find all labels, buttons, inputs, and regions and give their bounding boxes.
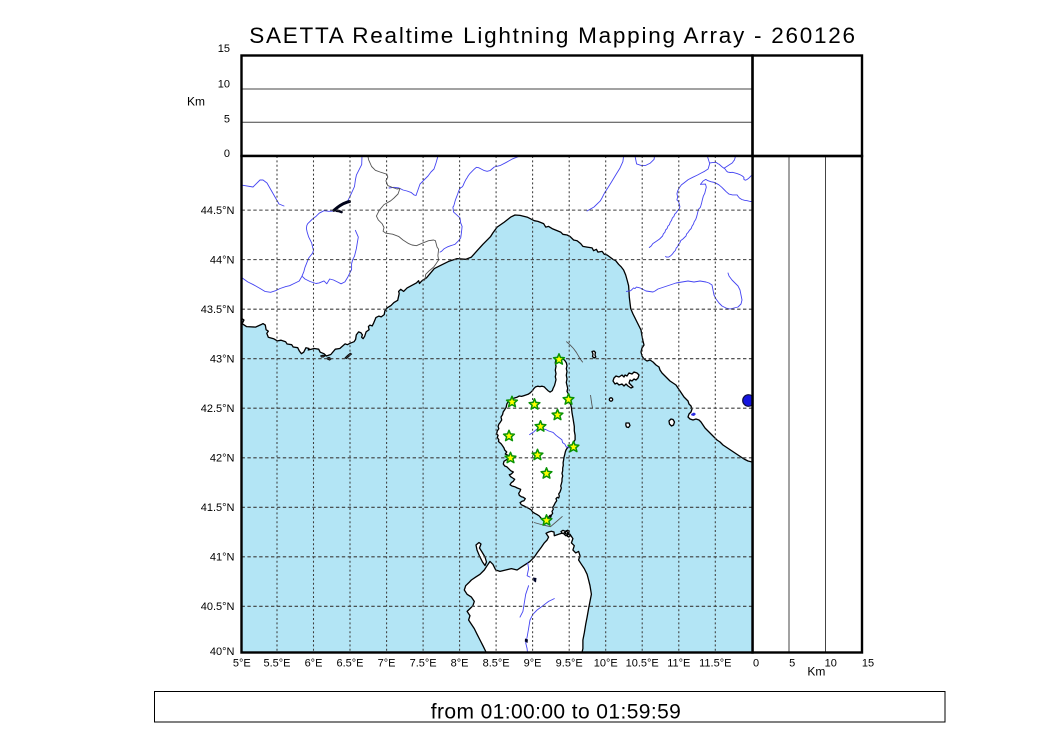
svg-text:5°E: 5°E	[233, 658, 251, 670]
svg-text:15: 15	[862, 658, 874, 670]
svg-text:7°E: 7°E	[378, 658, 396, 670]
svg-text:41°N: 41°N	[210, 552, 235, 564]
svg-text:10°E: 10°E	[594, 658, 618, 670]
svg-text:43°N: 43°N	[210, 354, 235, 366]
svg-text:Km: Km	[807, 665, 825, 679]
svg-text:from 01:00:00 to 01:59:59: from 01:00:00 to 01:59:59	[431, 701, 682, 724]
svg-text:0: 0	[224, 148, 230, 160]
svg-text:6.5°E: 6.5°E	[336, 658, 363, 670]
svg-text:40°N: 40°N	[210, 646, 235, 658]
svg-text:9°E: 9°E	[524, 658, 542, 670]
svg-text:8.5°E: 8.5°E	[483, 658, 510, 670]
svg-text:42°N: 42°N	[210, 453, 235, 465]
svg-text:42.5°N: 42.5°N	[201, 403, 235, 415]
svg-text:10.5°E: 10.5°E	[626, 658, 659, 670]
svg-text:8°E: 8°E	[451, 658, 469, 670]
svg-text:10: 10	[825, 658, 837, 670]
svg-text:5.5°E: 5.5°E	[263, 658, 290, 670]
svg-text:5: 5	[224, 113, 230, 125]
svg-text:11°E: 11°E	[667, 658, 690, 670]
svg-text:6°E: 6°E	[305, 658, 323, 670]
svg-text:Km: Km	[187, 95, 205, 109]
svg-text:10: 10	[218, 79, 230, 91]
svg-text:41.5°N: 41.5°N	[201, 502, 235, 514]
svg-text:43.5°N: 43.5°N	[201, 304, 235, 316]
svg-text:40.5°N: 40.5°N	[201, 601, 235, 613]
svg-text:SAETTA Realtime Lightning Mapp: SAETTA Realtime Lightning Mapping Array …	[249, 23, 857, 48]
svg-text:0: 0	[753, 658, 759, 670]
svg-text:9.5°E: 9.5°E	[556, 658, 583, 670]
svg-text:7.5°E: 7.5°E	[410, 658, 437, 670]
svg-text:44.5°N: 44.5°N	[201, 205, 235, 217]
svg-text:5: 5	[789, 658, 795, 670]
svg-text:15: 15	[218, 43, 230, 55]
svg-text:11.5°E: 11.5°E	[699, 658, 731, 670]
svg-text:44°N: 44°N	[210, 255, 235, 267]
